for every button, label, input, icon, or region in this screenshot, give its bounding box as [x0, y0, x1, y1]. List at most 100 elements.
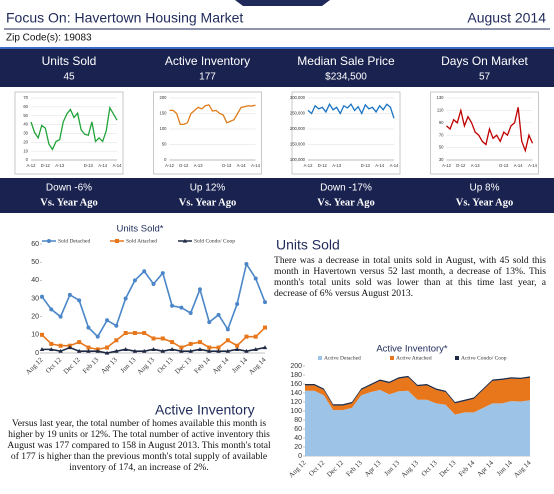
marker	[123, 347, 128, 351]
marker	[244, 334, 249, 339]
metric-compare: Vs. Year Ago	[179, 197, 236, 208]
x-tick-label: Feb 14	[193, 356, 213, 376]
y-tick-label: 60	[31, 241, 39, 248]
series-area	[305, 377, 530, 415]
marker	[86, 325, 91, 330]
y-tick-label: 80	[294, 417, 302, 424]
marker	[58, 343, 63, 348]
metric-value: $234,500	[325, 72, 367, 83]
metric-value: 177	[199, 72, 216, 83]
band-edge	[0, 47, 554, 49]
x-tick-label: A-12	[165, 163, 175, 168]
y-tick-label: 180	[290, 372, 302, 379]
y-tick-label: 0	[26, 157, 29, 162]
metric-change: Down -17%	[320, 183, 372, 194]
y-tick-label: 60	[23, 104, 28, 109]
y-tick-label: 50	[162, 142, 167, 147]
x-tick-label: Aug 13	[136, 356, 157, 377]
marker	[216, 345, 221, 350]
series-line	[307, 102, 395, 119]
marker	[234, 347, 240, 351]
y-tick-label: 100,000	[290, 157, 306, 162]
chart-title: Units Sold*	[117, 224, 164, 235]
x-tick-label: D-12	[456, 163, 466, 168]
units-text: There was a decrease in total units sold…	[274, 255, 546, 299]
marker	[188, 341, 193, 346]
y-tick-label: 10	[23, 148, 28, 153]
marker	[77, 340, 82, 345]
metric-title: Median Sale Price	[297, 54, 395, 68]
x-tick-label: Feb 13	[81, 356, 101, 376]
marker	[40, 294, 44, 299]
x-tick-label: A-12	[27, 163, 37, 168]
y-tick-label: 30	[23, 131, 28, 136]
y-tick-label: 150,000	[290, 142, 306, 147]
x-tick-label: Jun 14	[495, 459, 514, 478]
x-tick-label: Dec 12	[62, 356, 82, 376]
legend-label: Sold Condo/ Coop	[194, 238, 235, 244]
spark-box	[153, 91, 262, 175]
x-tick-label: Jun 13	[119, 356, 138, 375]
legend-label: Active Attached	[396, 355, 432, 361]
metric-compare: Vs. Year Ago	[317, 197, 374, 208]
marker	[123, 296, 128, 301]
x-tick-label: Dec 12	[325, 459, 345, 479]
spark-box	[430, 91, 539, 175]
x-tick-label: Oct 13	[420, 459, 439, 478]
x-tick-label: Oct 13	[156, 356, 175, 375]
marker	[95, 348, 100, 353]
section-heading: Active Inventory	[155, 402, 255, 418]
metric-value: 57	[479, 72, 491, 83]
x-tick-label: A-14	[251, 163, 261, 168]
x-tick-label: Jun 14	[230, 356, 249, 375]
x-tick-label: Aug 12	[24, 356, 45, 377]
y-tick-label: 110	[437, 108, 444, 113]
page-title: Focus On: Havertown Housing Market	[6, 10, 243, 26]
y-tick-label: 200,000	[290, 126, 306, 131]
metric-change: Down -6%	[46, 183, 92, 194]
legend-swatch	[390, 356, 394, 360]
marker	[197, 347, 203, 351]
x-tick-label: Dec 13	[438, 459, 458, 479]
y-tick-label: 70	[23, 95, 28, 100]
marker	[86, 345, 91, 350]
marker	[105, 345, 110, 350]
x-tick-label: D-12	[41, 163, 51, 168]
marker	[49, 341, 54, 346]
y-tick-label: 30	[31, 295, 39, 302]
marker	[263, 325, 267, 330]
x-tick-label: D-12	[318, 163, 328, 168]
marker	[253, 276, 258, 281]
marker	[253, 334, 258, 339]
y-tick-label: 200	[290, 363, 302, 370]
marker	[235, 301, 240, 306]
legend-label: Active Detached	[324, 355, 361, 361]
marker	[58, 314, 63, 319]
marker	[142, 348, 147, 353]
x-tick-label: D-13	[361, 163, 371, 168]
x-tick-label: Aug 14	[247, 356, 268, 377]
x-tick-label: Oct 12	[307, 459, 326, 478]
marker	[142, 331, 147, 336]
marker	[114, 348, 119, 353]
section-heading: Units Sold	[276, 237, 340, 253]
marker	[132, 331, 137, 336]
legend-label: Sold Attached	[126, 238, 157, 244]
marker	[77, 298, 82, 303]
x-tick-label: Apr 13	[363, 459, 383, 479]
marker	[207, 320, 212, 325]
x-tick-label: A-14	[390, 163, 400, 168]
x-tick-label: A-14	[375, 163, 385, 168]
marker	[225, 327, 230, 332]
y-tick-label: 20	[31, 314, 39, 321]
y-tick-label: 130	[437, 95, 445, 100]
x-tick-label: A-12	[442, 163, 452, 168]
legend-swatch	[455, 356, 459, 360]
marker	[207, 348, 212, 353]
marker	[151, 281, 156, 286]
logo-tab	[235, 0, 330, 6]
marker	[207, 345, 212, 350]
marker	[40, 332, 44, 337]
